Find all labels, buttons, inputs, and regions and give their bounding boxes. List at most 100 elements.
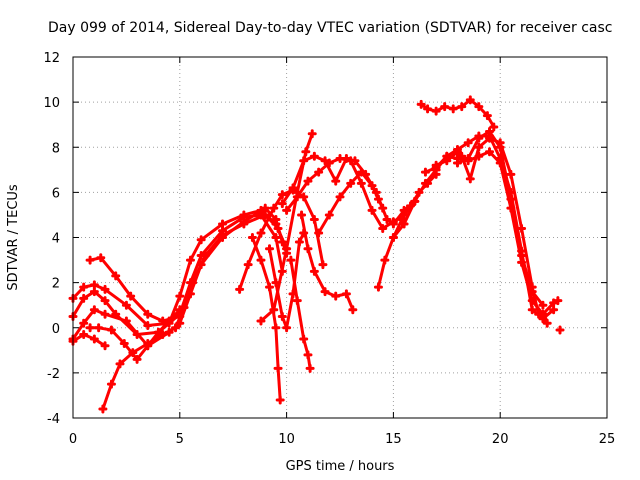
data-point [555, 325, 565, 335]
data-point [346, 178, 356, 188]
data-point [482, 111, 492, 121]
data-point [549, 305, 559, 315]
data-point [185, 255, 195, 265]
data-point [247, 233, 257, 242]
data-point [452, 158, 462, 168]
data-point [286, 255, 296, 265]
data-point [474, 133, 484, 143]
data-point [100, 341, 110, 351]
chart-title: Day 099 of 2014, Sidereal Day-to-day VTE… [48, 20, 613, 36]
data-point [553, 296, 563, 306]
series-s12 [297, 210, 358, 315]
data-point [420, 178, 430, 188]
data-point [457, 151, 467, 161]
data-point [98, 404, 108, 414]
data-point [335, 192, 345, 202]
data-point [388, 217, 398, 227]
data-point [465, 174, 475, 184]
data-point [106, 379, 116, 389]
series-line [376, 172, 438, 289]
data-point [431, 106, 441, 116]
data-point [79, 318, 89, 328]
series-s2 [68, 210, 287, 340]
data-point [397, 214, 407, 224]
data-point [378, 203, 388, 213]
y-axis-label: SDTVAR / TECUs [6, 184, 21, 291]
data-point [85, 323, 95, 333]
data-point [517, 223, 527, 233]
data-point [324, 210, 334, 220]
data-point [542, 318, 552, 328]
data-point [143, 339, 153, 349]
data-point [373, 194, 383, 204]
series-s13 [256, 129, 317, 326]
series-line [419, 98, 496, 129]
data-point [506, 194, 516, 204]
data-point [527, 305, 537, 315]
data-point [448, 104, 458, 114]
data-point [277, 190, 287, 200]
data-point [271, 214, 281, 224]
data-point [356, 167, 366, 177]
data-point [527, 287, 537, 297]
data-point [410, 196, 420, 206]
data-point [331, 291, 341, 301]
y-tick-label: -4 [47, 412, 60, 427]
data-point [106, 325, 116, 335]
y-tick-label: 8 [52, 141, 60, 156]
data-point [79, 330, 89, 340]
data-point [265, 244, 275, 254]
x-tick-label: 0 [69, 432, 77, 447]
data-point [309, 214, 319, 224]
x-tick-label: 5 [176, 432, 184, 447]
data-point [85, 255, 95, 265]
data-point [538, 300, 548, 310]
series-s21 [452, 126, 548, 310]
data-point [382, 214, 392, 224]
data-point [442, 156, 452, 166]
data-point [309, 266, 319, 276]
data-point [115, 359, 125, 369]
data-point [465, 95, 475, 105]
data-point [158, 330, 168, 340]
data-point [271, 278, 281, 288]
data-point [380, 255, 390, 265]
data-point [416, 99, 426, 109]
data-point [420, 167, 430, 177]
series-line [423, 150, 560, 316]
data-point [89, 305, 99, 315]
data-point [282, 244, 292, 254]
series-s19 [420, 147, 563, 319]
data-point [423, 104, 433, 114]
y-tick-label: -2 [47, 367, 60, 382]
data-point [440, 102, 450, 112]
data-point [495, 142, 505, 152]
ticks: 0 5 10 15 20 25 -4 -2 0 2 4 6 8 10 12 [43, 51, 615, 447]
data-point [348, 305, 358, 315]
series-s6 [85, 253, 185, 326]
data-point [292, 192, 302, 202]
data-point [196, 235, 206, 245]
data-point [260, 203, 270, 213]
data-point [320, 287, 330, 297]
data-point [158, 316, 168, 326]
data-point [474, 102, 484, 112]
data-point [200, 251, 210, 261]
data-point [457, 102, 467, 112]
data-point [179, 302, 189, 312]
series-layer [68, 95, 565, 414]
data-point [119, 339, 129, 349]
data-point [534, 309, 544, 319]
data-point [218, 219, 228, 229]
x-tick-label: 10 [278, 432, 295, 447]
data-point [399, 219, 409, 229]
data-point [256, 316, 266, 326]
data-point [100, 284, 110, 294]
data-point [79, 282, 89, 292]
series-s22 [416, 95, 499, 132]
data-point [260, 210, 270, 220]
data-point [307, 129, 317, 139]
data-point [143, 309, 153, 319]
series-s7 [98, 210, 292, 414]
data-point [489, 122, 499, 132]
